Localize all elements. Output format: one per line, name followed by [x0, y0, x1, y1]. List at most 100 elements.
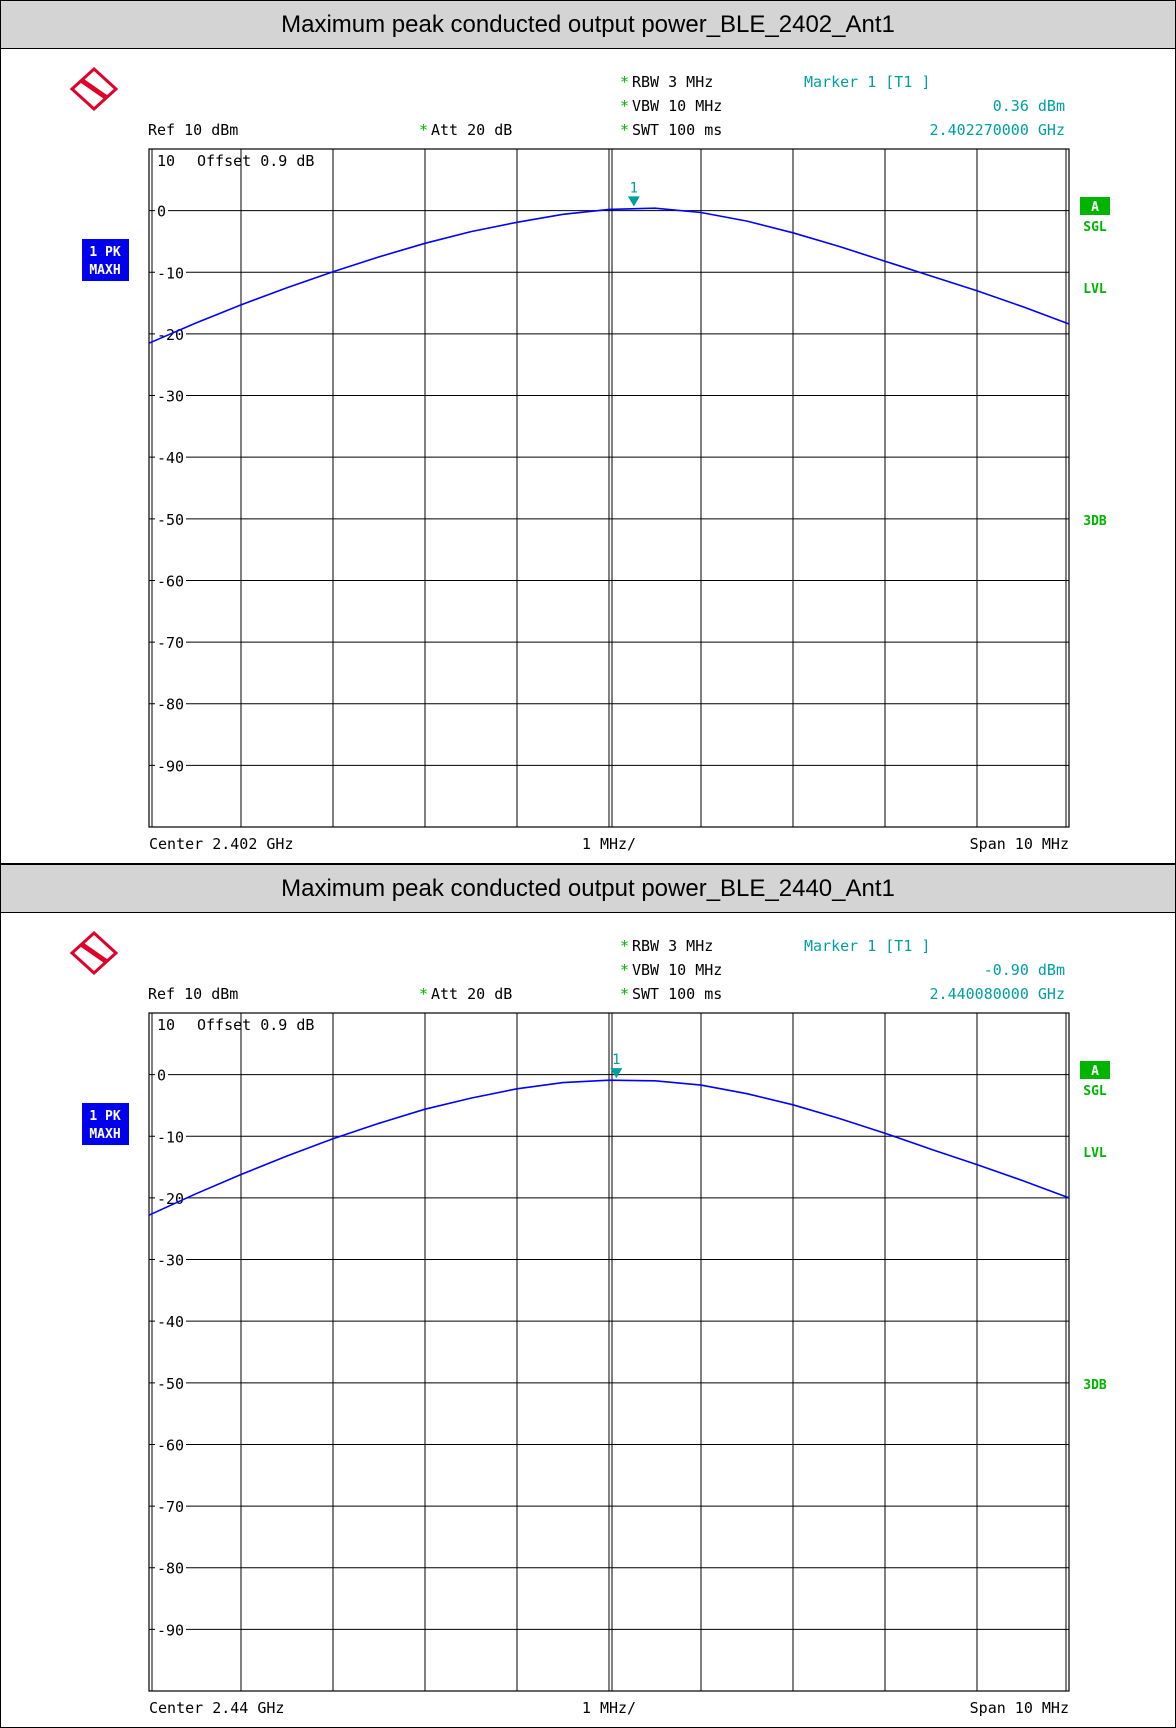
status-a-box: [1080, 197, 1110, 215]
footer-span: Span 10 MHz: [970, 835, 1069, 853]
panel-2: Maximum peak conducted output power_BLE_…: [0, 864, 1176, 1728]
y-tick-label: -80: [157, 1560, 184, 1578]
status-a: A: [1091, 200, 1099, 215]
star-mark: *: [419, 121, 428, 139]
star-mark: *: [620, 937, 629, 955]
footer-division: 1 MHz/: [582, 1699, 636, 1717]
y-tick-label-bg: [155, 573, 186, 590]
y-tick-label-bg: [155, 1499, 186, 1516]
y-tick-label: -60: [157, 1436, 184, 1454]
status-3db: 3DB: [1083, 1378, 1107, 1393]
rs-logo: [69, 66, 119, 112]
marker-number: 1: [612, 1052, 620, 1068]
swt-readout: SWT 100 ms: [632, 985, 722, 1003]
y-tick-label-bg: [155, 1375, 186, 1392]
y-tick-label: -50: [157, 511, 184, 529]
y-tick-label-bg: [155, 1622, 186, 1639]
y-tick-label-bg: [155, 1252, 186, 1269]
y-tick-label: -40: [157, 449, 184, 467]
panel-1: Maximum peak conducted output power_BLE_…: [0, 0, 1176, 864]
y-tick-label-bg: [155, 635, 186, 652]
footer-center-frequency: Center 2.402 GHz: [149, 835, 294, 853]
y-tick-label-bg: [155, 450, 186, 467]
rs-logo: [69, 930, 119, 976]
y-tick-label: -10: [157, 264, 184, 282]
star-mark: *: [620, 121, 629, 139]
y-tick-label: -90: [157, 1621, 184, 1639]
ref-level-readout: Ref 10 dBm: [148, 121, 238, 139]
swt-readout: SWT 100 ms: [632, 121, 722, 139]
y-tick-label-bg: [155, 696, 186, 713]
y-tick-label-bg: [155, 203, 168, 220]
trace-label-mode: MAXH: [89, 263, 120, 278]
y-tick-label: 0: [157, 203, 166, 221]
y-tick-label: -30: [157, 388, 184, 406]
star-mark: *: [620, 97, 629, 115]
y-tick-label-bg: [155, 1437, 186, 1454]
trace-label-box: [82, 239, 129, 281]
marker-number: 1: [630, 180, 638, 196]
trace-label-detector: 1 PK: [89, 1109, 120, 1124]
vbw-readout: VBW 10 MHz: [632, 961, 722, 979]
offset-readout: Offset 0.9 dB: [197, 152, 314, 170]
status-sgl: SGL: [1083, 1084, 1107, 1099]
y-tick-label-bg: [155, 1129, 186, 1146]
marker-label: Marker 1 [T1 ]: [804, 73, 930, 91]
marker-frequency: 2.402270000 GHz: [930, 121, 1065, 139]
ref-level-readout: Ref 10 dBm: [148, 985, 238, 1003]
y-tick-label: -40: [157, 1313, 184, 1331]
y-tick-label-bg: [155, 1314, 186, 1331]
y-tick-label-bg: [155, 265, 186, 282]
attenuation-readout: Att 20 dB: [431, 985, 512, 1003]
y-tick-label-bg: [155, 758, 186, 775]
status-a: A: [1091, 1064, 1099, 1079]
y-tick-label: 0: [157, 1067, 166, 1085]
star-mark: *: [620, 985, 629, 1003]
footer-division: 1 MHz/: [582, 835, 636, 853]
y-tick-label-bg: [155, 511, 186, 528]
status-lvl: LVL: [1083, 1146, 1107, 1161]
y-tick-label-bg: [155, 1067, 168, 1084]
y-tick-label: -80: [157, 696, 184, 714]
footer-span: Span 10 MHz: [970, 1699, 1069, 1717]
status-lvl: LVL: [1083, 282, 1107, 297]
y-tick-label: 10: [157, 152, 175, 170]
marker-level: -0.90 dBm: [984, 961, 1065, 979]
y-tick-label-bg: [155, 1190, 186, 1207]
rbw-readout: RBW 3 MHz: [632, 937, 713, 955]
status-3db: 3DB: [1083, 514, 1107, 529]
marker-level: 0.36 dBm: [993, 97, 1065, 115]
y-tick-label: -20: [157, 1190, 184, 1208]
star-mark: *: [620, 961, 629, 979]
y-tick-label: -20: [157, 326, 184, 344]
marker-triangle: [610, 1068, 623, 1079]
y-tick-label: -50: [157, 1375, 184, 1393]
trace-line: [148, 207, 1070, 344]
y-tick-label: -30: [157, 1252, 184, 1270]
trace-label-box: [82, 1103, 129, 1145]
y-tick-label: -70: [157, 1498, 184, 1516]
chart-title: Maximum peak conducted output power_BLE_…: [1, 865, 1175, 913]
attenuation-readout: Att 20 dB: [431, 121, 512, 139]
rs-logo-stripe: [79, 941, 109, 965]
y-tick-label: -60: [157, 572, 184, 590]
offset-readout: Offset 0.9 dB: [197, 1016, 314, 1034]
star-mark: *: [620, 73, 629, 91]
y-tick-label: 10: [157, 1016, 175, 1034]
status-a-box: [1080, 1061, 1110, 1079]
trace-label-mode: MAXH: [89, 1127, 120, 1142]
star-mark: *: [419, 985, 428, 1003]
y-tick-label: -70: [157, 634, 184, 652]
y-tick-label: -90: [157, 757, 184, 775]
chart-title: Maximum peak conducted output power_BLE_…: [1, 1, 1175, 49]
y-tick-label-bg: [155, 1560, 186, 1577]
vbw-readout: VBW 10 MHz: [632, 97, 722, 115]
marker-frequency: 2.440080000 GHz: [930, 985, 1065, 1003]
trace-line: [148, 1079, 1070, 1216]
marker-label: Marker 1 [T1 ]: [804, 937, 930, 955]
y-tick-label: -10: [157, 1128, 184, 1146]
footer-center-frequency: Center 2.44 GHz: [149, 1699, 284, 1717]
rs-logo-stripe: [79, 77, 109, 101]
